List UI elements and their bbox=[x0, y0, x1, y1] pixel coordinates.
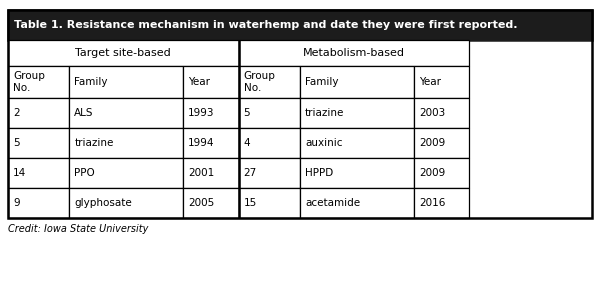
Text: 2: 2 bbox=[13, 108, 20, 118]
Bar bbox=[70, 128, 183, 158]
Text: Metabolism-based: Metabolism-based bbox=[303, 48, 405, 58]
Text: acetamide: acetamide bbox=[305, 198, 360, 208]
Text: HPPD: HPPD bbox=[305, 168, 333, 178]
Text: Group
No.: Group No. bbox=[244, 71, 275, 93]
Text: glyphosate: glyphosate bbox=[74, 198, 132, 208]
Bar bbox=[300, 98, 414, 128]
Bar bbox=[414, 66, 469, 98]
Bar bbox=[414, 158, 469, 188]
Bar bbox=[183, 128, 239, 158]
Text: 5: 5 bbox=[244, 108, 250, 118]
Bar bbox=[300, 188, 414, 218]
Text: 2009: 2009 bbox=[419, 168, 445, 178]
Text: 2001: 2001 bbox=[188, 168, 214, 178]
Text: Table 1. Resistance mechanism in waterhemp and date they were first reported.: Table 1. Resistance mechanism in waterhe… bbox=[14, 20, 517, 30]
Bar bbox=[70, 188, 183, 218]
Text: 4: 4 bbox=[244, 138, 250, 148]
Text: triazine: triazine bbox=[74, 138, 113, 148]
Text: Year: Year bbox=[188, 77, 210, 87]
Bar bbox=[239, 128, 300, 158]
Bar bbox=[8, 40, 239, 66]
Bar bbox=[8, 98, 70, 128]
Text: Group
No.: Group No. bbox=[13, 71, 45, 93]
Text: 2003: 2003 bbox=[419, 108, 445, 118]
Bar bbox=[300, 128, 414, 158]
Text: 2005: 2005 bbox=[188, 198, 214, 208]
Text: ALS: ALS bbox=[74, 108, 94, 118]
Text: 2009: 2009 bbox=[419, 138, 445, 148]
Bar bbox=[8, 158, 70, 188]
Text: auxinic: auxinic bbox=[305, 138, 343, 148]
Text: 1994: 1994 bbox=[188, 138, 215, 148]
Text: triazine: triazine bbox=[305, 108, 344, 118]
Bar bbox=[8, 188, 70, 218]
Bar bbox=[183, 98, 239, 128]
Text: 15: 15 bbox=[244, 198, 257, 208]
Text: Family: Family bbox=[305, 77, 338, 87]
Bar bbox=[239, 158, 300, 188]
Bar bbox=[183, 66, 239, 98]
Text: 5: 5 bbox=[13, 138, 20, 148]
Bar bbox=[414, 98, 469, 128]
Text: 14: 14 bbox=[13, 168, 26, 178]
Text: Credit: Iowa State University: Credit: Iowa State University bbox=[8, 224, 148, 234]
Bar bbox=[8, 10, 592, 40]
Bar bbox=[239, 98, 300, 128]
Text: PPO: PPO bbox=[74, 168, 95, 178]
Text: 2016: 2016 bbox=[419, 198, 445, 208]
Bar bbox=[70, 158, 183, 188]
Text: 1993: 1993 bbox=[188, 108, 215, 118]
Bar bbox=[239, 188, 300, 218]
Bar bbox=[8, 10, 592, 218]
Text: Target site-based: Target site-based bbox=[76, 48, 171, 58]
Bar bbox=[300, 66, 414, 98]
Text: Family: Family bbox=[74, 77, 108, 87]
Bar bbox=[183, 188, 239, 218]
Bar bbox=[70, 66, 183, 98]
Text: 27: 27 bbox=[244, 168, 257, 178]
Text: Year: Year bbox=[419, 77, 441, 87]
Bar bbox=[414, 188, 469, 218]
Bar bbox=[8, 128, 70, 158]
Text: 9: 9 bbox=[13, 198, 20, 208]
Bar bbox=[183, 158, 239, 188]
Bar bbox=[300, 158, 414, 188]
Bar bbox=[239, 66, 300, 98]
Bar bbox=[70, 98, 183, 128]
Bar bbox=[414, 128, 469, 158]
Bar bbox=[239, 40, 469, 66]
Bar bbox=[8, 66, 70, 98]
